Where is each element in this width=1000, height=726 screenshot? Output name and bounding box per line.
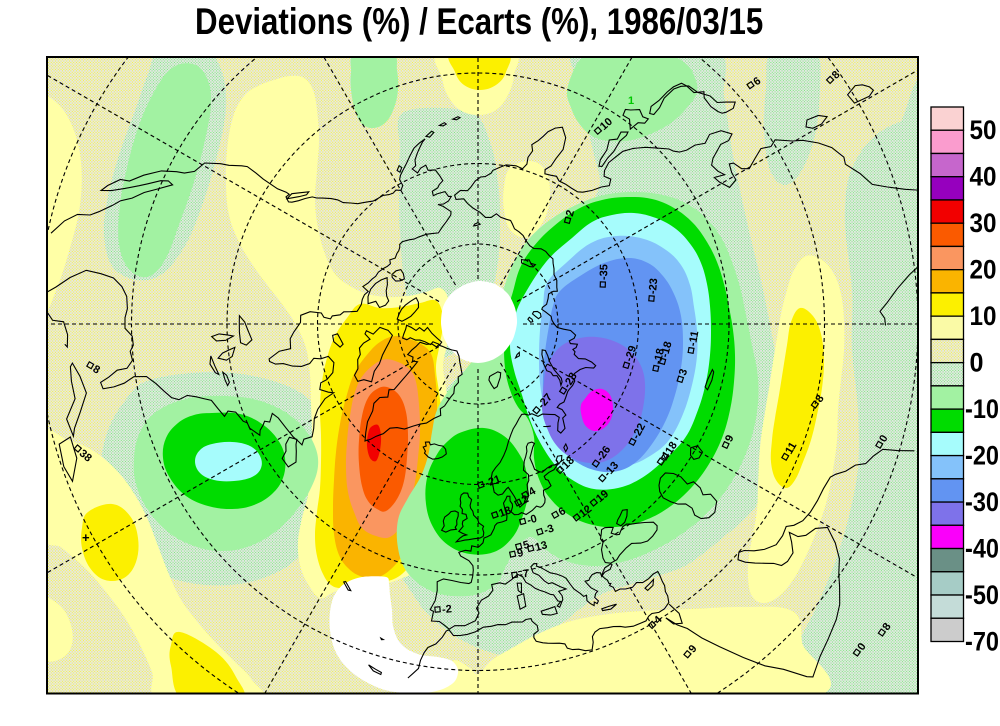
svg-text:8: 8	[880, 621, 893, 633]
svg-text:5: 5	[522, 539, 531, 552]
svg-text:-30: -30	[965, 487, 999, 517]
svg-text:9: 9	[723, 433, 736, 444]
svg-text:18: 18	[497, 504, 513, 519]
svg-text:+: +	[82, 530, 90, 545]
svg-text:2: 2	[564, 209, 577, 218]
svg-text:-21: -21	[483, 473, 502, 490]
svg-text:-50: -50	[965, 580, 999, 610]
svg-text:50: 50	[970, 115, 997, 145]
svg-text:0: 0	[877, 433, 890, 444]
svg-text:-18: -18	[652, 347, 667, 365]
svg-text:18: 18	[663, 440, 680, 457]
svg-text:0: 0	[855, 641, 868, 653]
svg-text:-35: -35	[598, 264, 611, 280]
svg-text:6: 6	[557, 505, 568, 518]
svg-text:-23: -23	[647, 278, 660, 295]
svg-text:-0: -0	[526, 513, 539, 527]
svg-text:9: 9	[516, 547, 524, 560]
svg-text:-7: -7	[518, 568, 530, 582]
svg-text:13: 13	[534, 539, 549, 554]
svg-text:6: 6	[751, 75, 763, 88]
svg-text:-70: -70	[965, 627, 999, 657]
svg-text:20: 20	[970, 255, 997, 285]
svg-text:-40: -40	[965, 534, 999, 564]
svg-text:2: 2	[520, 493, 531, 506]
svg-text:30: 30	[970, 208, 997, 238]
svg-text:-10: -10	[965, 394, 999, 424]
svg-text:40: 40	[970, 162, 997, 192]
svg-text:-29: -29	[623, 344, 639, 363]
svg-text:11: 11	[783, 440, 799, 456]
svg-text:-2: -2	[442, 603, 453, 616]
svg-text:1: 1	[628, 95, 634, 107]
svg-text:-3: -3	[543, 523, 556, 537]
svg-text:-18: -18	[659, 340, 675, 358]
svg-text:-20: -20	[965, 441, 999, 471]
svg-text:-11: -11	[687, 330, 701, 347]
svg-text:12: 12	[577, 503, 594, 520]
svg-text:8: 8	[813, 393, 826, 405]
svg-text:3: 3	[677, 368, 690, 378]
svg-text:8: 8	[91, 363, 102, 376]
svg-text:0: 0	[970, 348, 984, 378]
svg-text:10: 10	[970, 301, 997, 331]
